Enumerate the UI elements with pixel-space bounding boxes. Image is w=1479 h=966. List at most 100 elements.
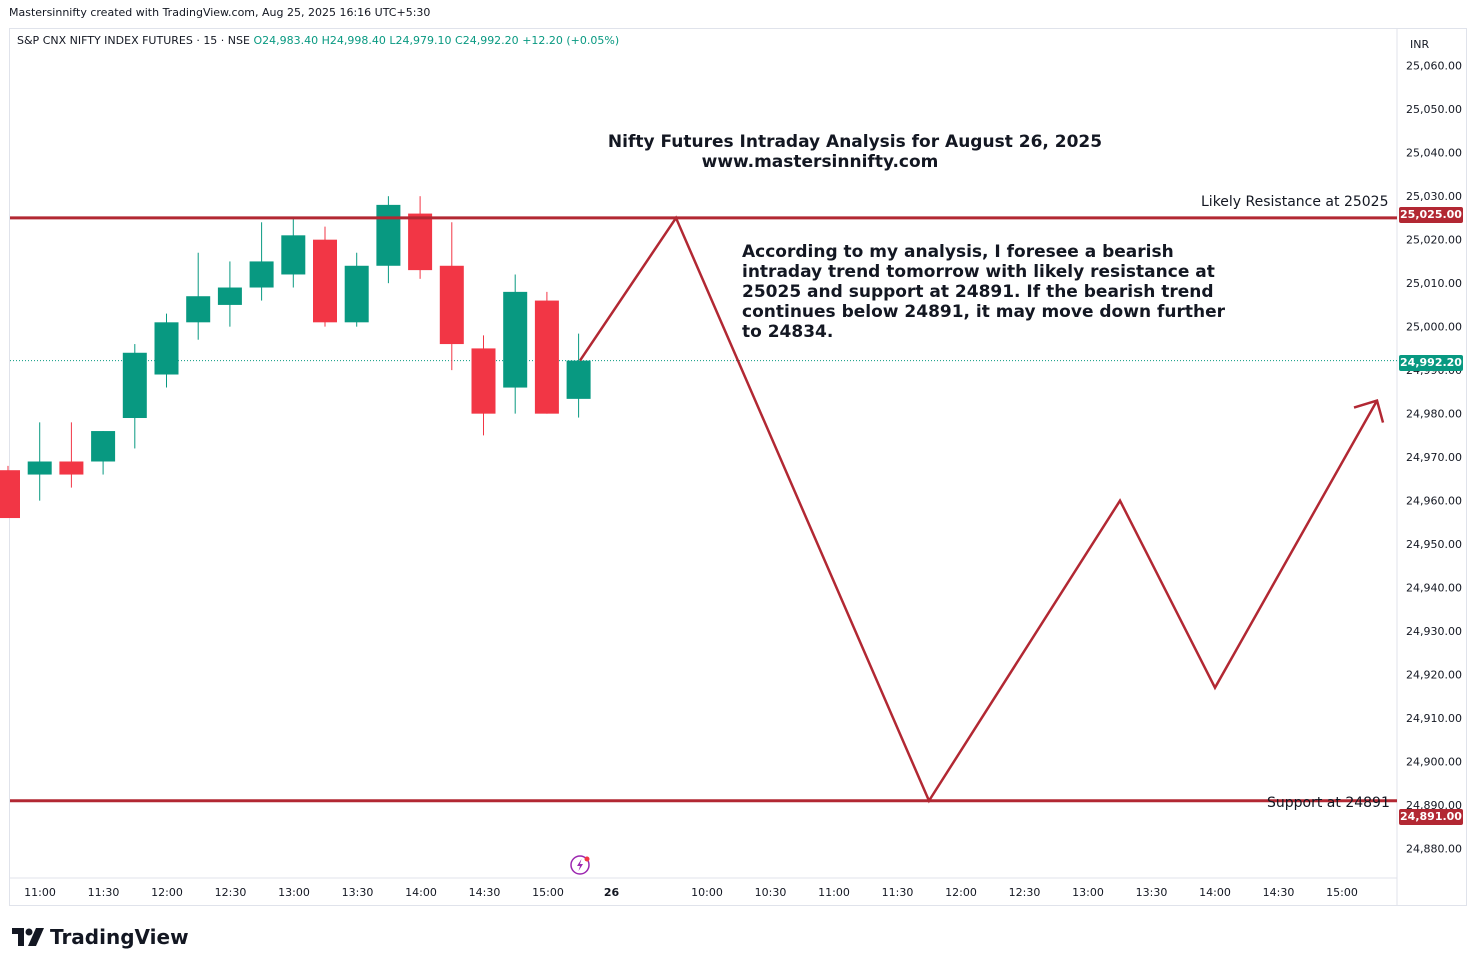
candle bbox=[408, 196, 433, 279]
time-tick-label: 14:00 bbox=[405, 886, 437, 899]
chart-creator-caption: Mastersinnifty created with TradingView.… bbox=[9, 6, 431, 19]
candle-body bbox=[59, 461, 84, 475]
time-tick-label: 14:30 bbox=[1263, 886, 1295, 899]
time-tick-label: 10:30 bbox=[755, 886, 787, 899]
resistance-price-tag: 25,025.00 bbox=[1399, 207, 1463, 223]
price-tick-label: 25,020.00 bbox=[1406, 234, 1462, 247]
time-tick-label: 26 bbox=[604, 886, 620, 899]
time-tick-label: 12:00 bbox=[945, 886, 977, 899]
candle-body bbox=[534, 300, 559, 414]
support-label: Support at 24891 bbox=[1267, 795, 1390, 811]
candle bbox=[0, 465, 20, 519]
candle-body bbox=[281, 235, 306, 275]
candle-body bbox=[503, 291, 528, 388]
analysis-title: Nifty Futures Intraday Analysis for Augu… bbox=[607, 132, 1103, 152]
time-tick-label: 13:30 bbox=[1136, 886, 1168, 899]
price-tick-label: 24,940.00 bbox=[1406, 582, 1462, 595]
price-tick-label: 25,030.00 bbox=[1406, 190, 1462, 203]
candle bbox=[122, 344, 147, 449]
candle bbox=[154, 313, 179, 388]
candle-body bbox=[217, 287, 242, 305]
candle bbox=[249, 222, 274, 301]
time-tick-label: 11:30 bbox=[882, 886, 914, 899]
candle-body bbox=[0, 470, 20, 519]
close-value: C24,992.20 bbox=[455, 34, 519, 47]
price-tick-label: 24,960.00 bbox=[1406, 495, 1462, 508]
price-tick-label: 25,040.00 bbox=[1406, 147, 1462, 160]
support-price-tag: 24,891.00 bbox=[1399, 809, 1463, 825]
candle bbox=[91, 431, 116, 475]
price-tick-label: 24,950.00 bbox=[1406, 538, 1462, 551]
time-tick-label: 14:30 bbox=[469, 886, 501, 899]
candle bbox=[186, 252, 211, 340]
price-tick-label: 24,910.00 bbox=[1406, 712, 1462, 725]
price-tick-label: 25,010.00 bbox=[1406, 277, 1462, 290]
tradingview-logo[interactable]: TradingView bbox=[12, 925, 189, 949]
candle bbox=[344, 252, 369, 327]
analysis-text: According to my analysis, I foresee a be… bbox=[742, 242, 1225, 342]
price-axis[interactable]: 24,880.00 24,890.00 24,900.00 24,910.00 24,9… bbox=[1406, 60, 1462, 856]
candle bbox=[59, 422, 84, 488]
candle bbox=[503, 274, 528, 414]
price-tick-label: 25,060.00 bbox=[1406, 60, 1462, 73]
time-tick-label: 10:00 bbox=[691, 886, 723, 899]
price-tick-label: 24,980.00 bbox=[1406, 408, 1462, 421]
time-tick-label: 12:30 bbox=[1009, 886, 1041, 899]
price-tick-label: 24,930.00 bbox=[1406, 625, 1462, 638]
price-tick-label: 24,890.00 bbox=[1406, 799, 1462, 812]
projection-arrowhead bbox=[1353, 399, 1385, 423]
candle bbox=[471, 335, 496, 436]
candle-body bbox=[408, 213, 433, 271]
candles-group bbox=[0, 196, 591, 519]
time-tick-label: 11:00 bbox=[818, 886, 850, 899]
levels-group bbox=[10, 216, 1397, 803]
price-tick-label: 25,050.00 bbox=[1406, 103, 1462, 116]
candle-body bbox=[27, 461, 52, 475]
price-tick-label: 24,900.00 bbox=[1406, 756, 1462, 769]
candle-body bbox=[186, 296, 211, 323]
time-tick-label: 13:00 bbox=[1072, 886, 1104, 899]
open-value: O24,983.40 bbox=[253, 34, 319, 47]
candle-body bbox=[154, 322, 179, 375]
price-tick-label: 24,920.00 bbox=[1406, 669, 1462, 682]
candle bbox=[439, 222, 464, 371]
candle bbox=[566, 333, 591, 418]
time-tick-label: 11:00 bbox=[24, 886, 56, 899]
currency-label[interactable]: INR bbox=[1410, 38, 1430, 51]
tradingview-wordmark: TradingView bbox=[50, 925, 189, 949]
candle-body bbox=[249, 261, 274, 288]
candle bbox=[27, 422, 52, 501]
candle-body bbox=[566, 360, 591, 399]
price-tick-label: 24,880.00 bbox=[1406, 843, 1462, 856]
candle-body bbox=[122, 352, 147, 419]
high-value: H24,998.40 bbox=[321, 34, 386, 47]
time-tick-label: 13:30 bbox=[342, 886, 374, 899]
candle bbox=[217, 261, 242, 327]
candle-body bbox=[91, 431, 116, 462]
tradingview-logo-icon bbox=[12, 928, 44, 946]
lightning-icon[interactable] bbox=[570, 855, 590, 875]
time-tick-label: 12:30 bbox=[215, 886, 247, 899]
candle-body bbox=[439, 265, 464, 345]
time-tick-label: 11:30 bbox=[88, 886, 120, 899]
change-value: +12.20 (+0.05%) bbox=[522, 34, 620, 47]
resistance-label: Likely Resistance at 25025 bbox=[1201, 194, 1389, 210]
time-tick-label: 15:00 bbox=[532, 886, 564, 899]
candle-body bbox=[376, 204, 401, 266]
candle-body bbox=[344, 265, 369, 323]
website-label: www.mastersinnifty.com bbox=[701, 152, 939, 172]
ohlc-legend: S&P CNX NIFTY INDEX FUTURES · 15 · NSE O… bbox=[17, 34, 619, 47]
last-price-tag: 24,992.20 bbox=[1399, 355, 1463, 371]
candle bbox=[534, 291, 559, 414]
projection-path[interactable] bbox=[578, 215, 1379, 804]
price-tick-label: 25,000.00 bbox=[1406, 321, 1462, 334]
time-tick-label: 12:00 bbox=[151, 886, 183, 899]
candle bbox=[376, 196, 401, 284]
time-axis[interactable]: 11:00 11:30 12:00 12:30 13:00 13:30 14:00 14:30… bbox=[24, 886, 1358, 899]
candle bbox=[313, 226, 337, 327]
symbol-label[interactable]: S&P CNX NIFTY INDEX FUTURES · 15 · NSE bbox=[17, 34, 250, 47]
time-tick-label: 14:00 bbox=[1199, 886, 1231, 899]
time-tick-label: 13:00 bbox=[278, 886, 310, 899]
chart-frame bbox=[9, 28, 1467, 906]
